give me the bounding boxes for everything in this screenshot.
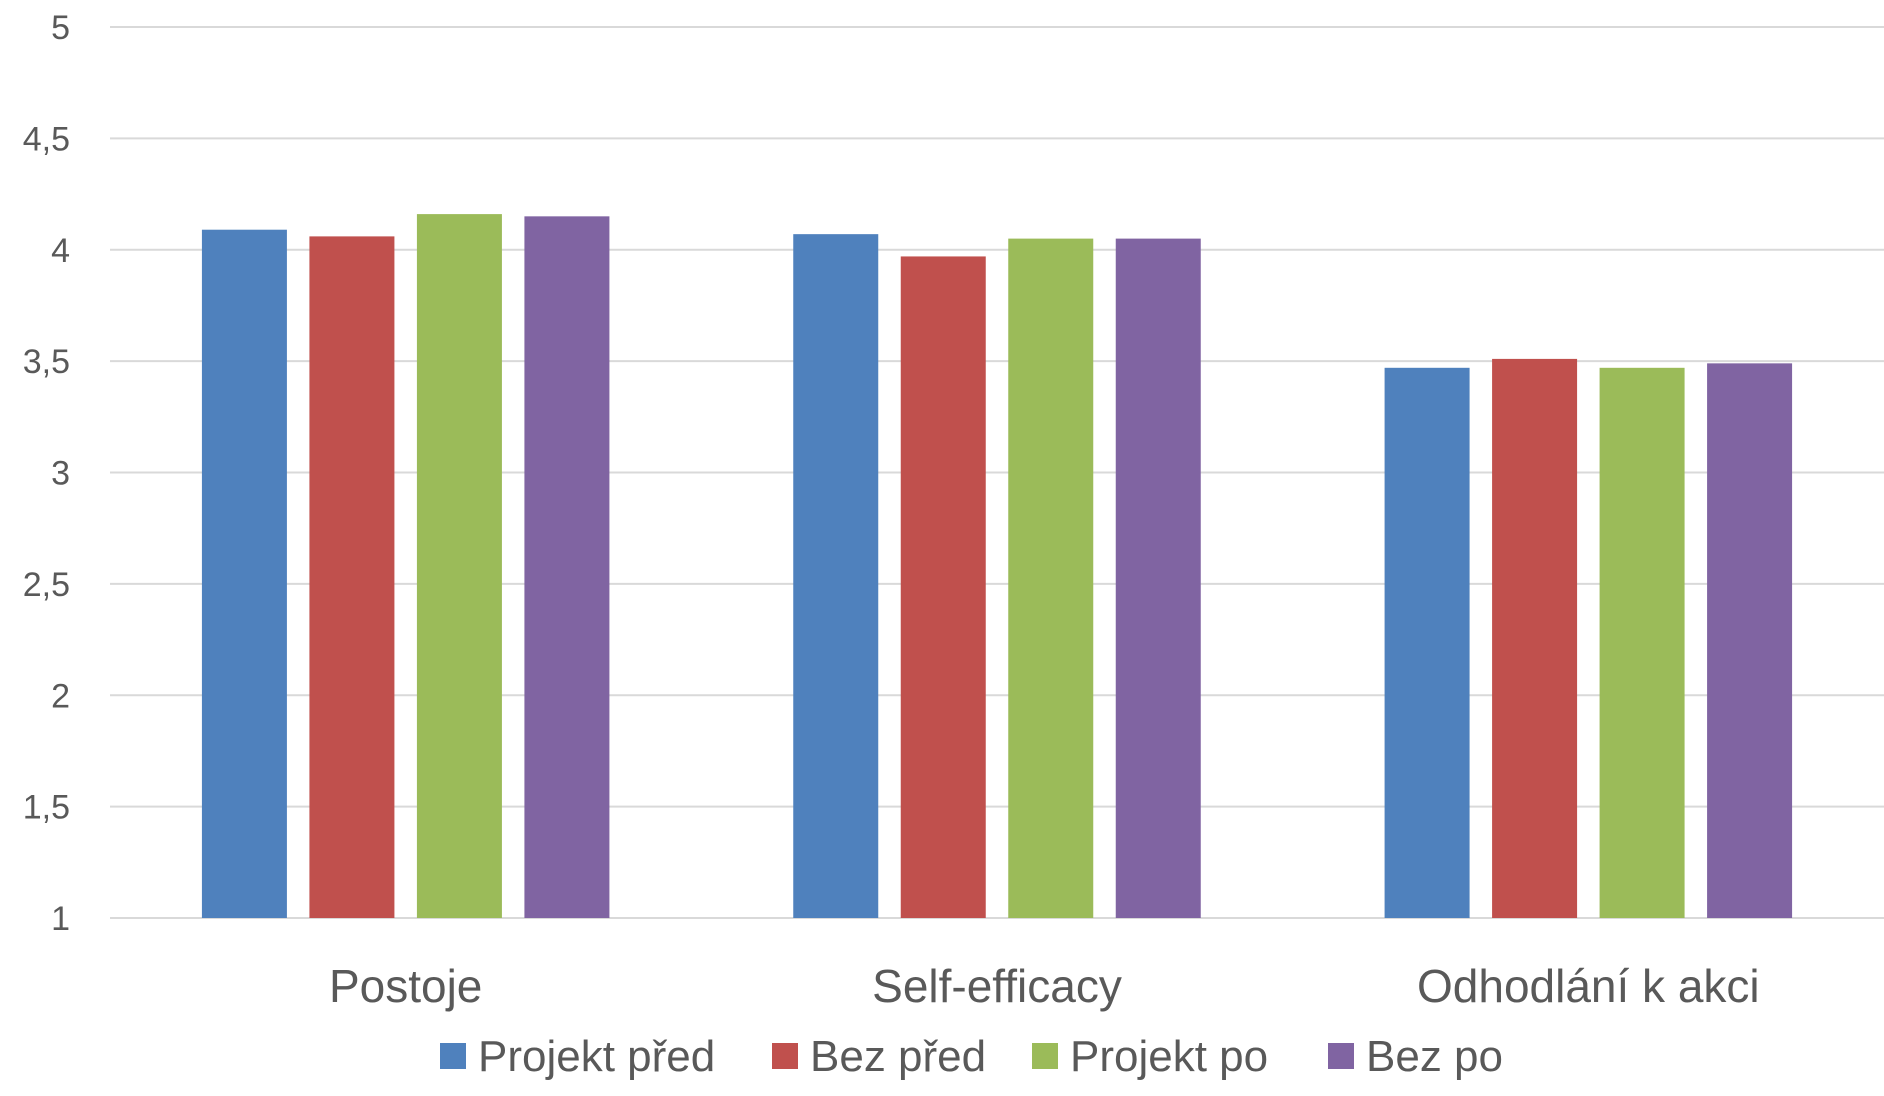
bar-bez-po-1: [1115, 238, 1201, 919]
legend-swatch: [1328, 1043, 1354, 1069]
x-category-label: Odhodlání k akci: [1417, 960, 1760, 1012]
bar-bez-před-2: [1492, 358, 1578, 919]
bar-projekt-po-2: [1599, 367, 1685, 918]
bar-bez-po-0: [524, 216, 610, 918]
bar-bez-před-0: [309, 236, 395, 918]
bar-projekt-před-2: [1384, 367, 1470, 918]
bar-projekt-po-0: [416, 214, 502, 919]
y-tick-label: 4,5: [23, 120, 70, 158]
y-tick-label: 4: [51, 232, 70, 270]
bar-projekt-před-0: [201, 229, 287, 918]
y-tick-label: 1: [51, 900, 70, 938]
x-category-label: Postoje: [329, 960, 482, 1012]
bar-bez-po-2: [1707, 363, 1793, 918]
legend-swatch: [772, 1043, 798, 1069]
bar-projekt-po-1: [1008, 238, 1094, 919]
legend-swatch: [1032, 1043, 1058, 1069]
y-tick-label: 5: [51, 9, 70, 47]
y-tick-label: 3: [51, 455, 70, 493]
y-tick-label: 2: [51, 677, 70, 715]
bar-projekt-před-1: [793, 234, 879, 919]
y-axis-tick-labels: 1 1,5 2 2,5 3 3,5 4 4,5 5: [23, 9, 70, 938]
y-tick-label: 2,5: [23, 566, 70, 604]
legend-label: Bez před: [810, 1032, 986, 1081]
legend-label: Bez po: [1366, 1032, 1503, 1081]
bars: [201, 214, 1793, 919]
legend-label: Projekt před: [478, 1032, 715, 1081]
x-axis-category-labels: Postoje Self-efficacy Odhodlání k akci: [329, 960, 1760, 1012]
legend: Projekt před Bez před Projekt po Bez po: [440, 1032, 1503, 1081]
gridlines: [110, 26, 1884, 919]
y-tick-label: 3,5: [23, 343, 70, 381]
legend-swatch: [440, 1043, 466, 1069]
x-category-label: Self-efficacy: [872, 960, 1122, 1012]
legend-label: Projekt po: [1070, 1032, 1268, 1081]
bar-bez-před-1: [900, 256, 986, 918]
y-tick-label: 1,5: [23, 789, 70, 827]
